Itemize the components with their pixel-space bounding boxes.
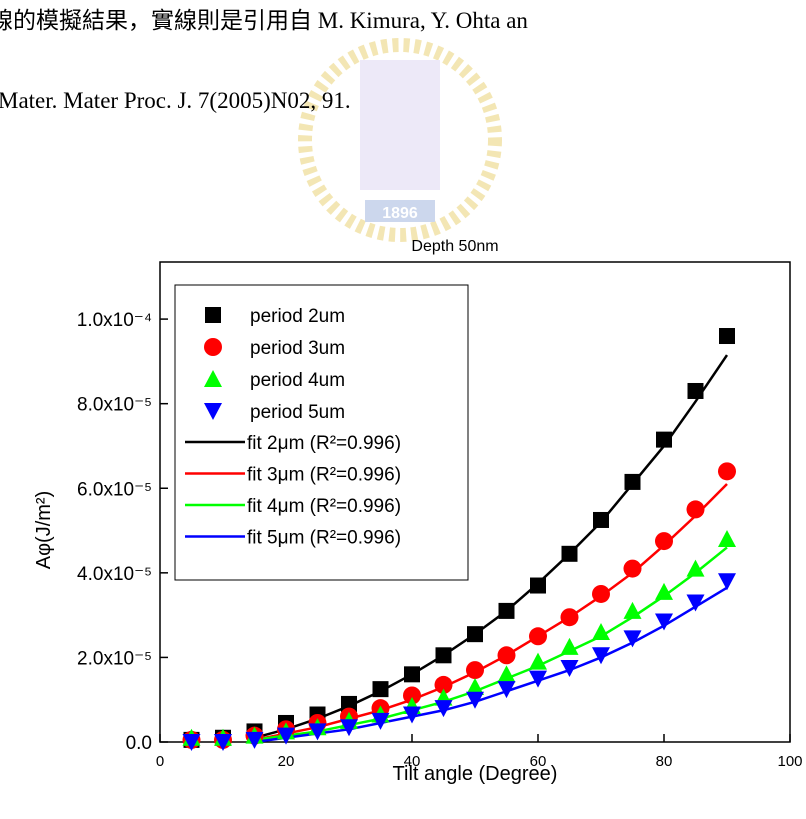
- page-canvas: 1896 線的模擬結果，實線則是引用自 M. Kimura, Y. Ohta a…: [0, 0, 806, 814]
- marker: [593, 512, 609, 528]
- marker: [467, 626, 483, 642]
- legend-marker: [204, 338, 222, 356]
- marker: [687, 500, 705, 518]
- marker: [718, 530, 736, 547]
- marker: [562, 546, 578, 562]
- chart-title: Depth 50nm: [411, 238, 498, 255]
- marker: [561, 608, 579, 626]
- marker: [373, 681, 389, 697]
- marker: [498, 646, 516, 664]
- marker: [499, 603, 515, 619]
- logo-watermark: 1896: [305, 45, 495, 235]
- x-tick-label: 20: [278, 753, 295, 770]
- y-tick-label: 0.0: [126, 733, 152, 754]
- x-tick-label: 100: [777, 753, 802, 770]
- legend-label: fit 4μm (R²=0.996): [247, 496, 401, 517]
- legend-label: fit 2μm (R²=0.996): [247, 433, 401, 454]
- x-tick-label: 0: [156, 753, 164, 770]
- y-tick-label: 1.0x10⁻⁴: [77, 310, 152, 331]
- page: 1896 線的模擬結果，實線則是引用自 M. Kimura, Y. Ohta a…: [0, 0, 806, 814]
- marker: [529, 653, 547, 670]
- text-line: Mater. Mater Proc. J. 7(2005)N02, 91.: [0, 88, 351, 113]
- marker: [624, 560, 642, 578]
- marker: [436, 647, 452, 663]
- y-tick-label: 6.0x10⁻⁵: [77, 479, 152, 500]
- marker: [592, 585, 610, 603]
- marker: [529, 627, 547, 645]
- marker: [498, 665, 516, 682]
- legend-label: period 5um: [250, 402, 345, 423]
- marker: [404, 666, 420, 682]
- x-tick-label: 40: [404, 753, 421, 770]
- text-line: 線的模擬結果，實線則是引用自 M. Kimura, Y. Ohta an: [0, 8, 528, 33]
- legend-label: fit 5μm (R²=0.996): [247, 528, 401, 549]
- y-tick-label: 8.0x10⁻⁵: [77, 395, 152, 416]
- marker: [718, 573, 736, 590]
- marker: [718, 462, 736, 480]
- marker: [530, 578, 546, 594]
- y-axis-label: Aφ(J/m²): [33, 491, 55, 570]
- legend-label: period 4um: [250, 370, 345, 391]
- y-tick-label: 4.0x10⁻⁵: [77, 564, 152, 585]
- marker: [656, 432, 672, 448]
- legend-label: fit 3μm (R²=0.996): [247, 465, 401, 486]
- marker: [624, 602, 642, 619]
- y-tick-label: 2.0x10⁻⁵: [77, 648, 152, 669]
- logo-text: 1896: [382, 205, 418, 222]
- legend-label: period 2um: [250, 306, 345, 327]
- marker: [688, 383, 704, 399]
- x-tick-label: 60: [530, 753, 547, 770]
- x-tick-label: 80: [656, 753, 673, 770]
- marker: [655, 532, 673, 550]
- legend-label: period 3um: [250, 338, 345, 359]
- marker: [466, 661, 484, 679]
- marker: [719, 328, 735, 344]
- marker: [561, 638, 579, 655]
- legend-marker: [205, 307, 221, 323]
- marker: [625, 474, 641, 490]
